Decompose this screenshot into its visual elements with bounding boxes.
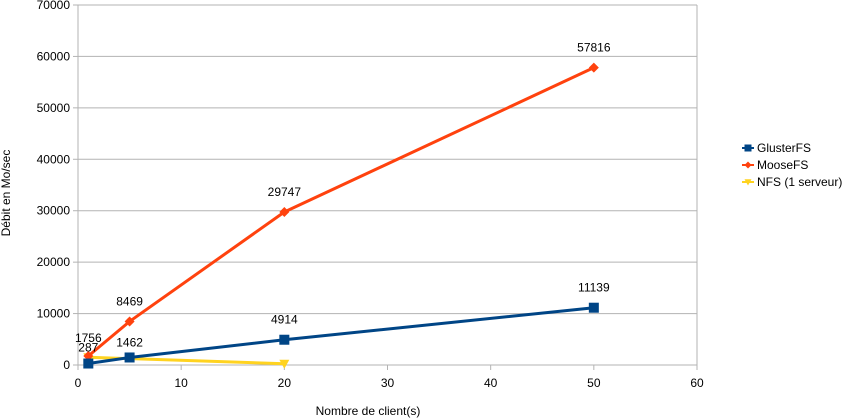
diamond-marker [124,316,135,327]
grid-lines [78,4,697,366]
series-line [87,66,595,358]
legend-item: NFS (1 serveur) [742,175,842,189]
data-labels: 287 1462 4914 11139 1756 8469 29747 57816 [75,41,611,355]
data-label: 8469 [116,294,143,308]
data-label: 29747 [268,185,302,199]
y-tick-label: 50000 [37,101,71,115]
legend: GlusterFS MooseFS NFS (1 serveur) [742,141,842,189]
y-tick-label: 10000 [37,307,71,321]
data-label: 287 [78,341,98,355]
x-tick-labels: 0 10 20 30 40 50 60 [75,376,704,390]
y-tick-label: 0 [63,358,70,372]
x-tick-label: 30 [381,376,395,390]
series-line [88,306,594,366]
x-tick-label: 10 [174,376,188,390]
series-glusterfs [83,302,599,369]
square-marker [124,352,135,363]
x-tick-label: 40 [484,376,498,390]
data-label: 4914 [271,313,298,327]
x-axis-title: Nombre de client(s) [316,404,421,418]
legend-label: NFS (1 serveur) [757,175,842,189]
diamond-marker [588,62,599,73]
axes [73,4,698,370]
square-marker [744,144,752,152]
y-tick-label: 20000 [37,255,71,269]
triangle-marker [279,359,290,369]
x-tick-label: 20 [278,376,292,390]
legend-item: GlusterFS [742,141,811,155]
y-tick-label: 30000 [37,204,71,218]
y-tick-label: 40000 [37,152,71,166]
square-marker [83,358,94,369]
x-tick-label: 50 [587,376,601,390]
y-tick-label: 60000 [37,49,71,63]
x-tick-label: 0 [75,376,82,390]
legend-label: GlusterFS [757,141,811,155]
data-label: 11139 [578,281,610,295]
series-group [83,62,599,369]
y-tick-labels: 0 10000 20000 30000 40000 50000 60000 70000 [37,0,71,372]
triangle-marker [744,179,752,186]
y-axis-title: Débit en Mo/sec [0,150,13,237]
legend-item: MooseFS [742,158,808,172]
legend-label: MooseFS [757,158,808,172]
diamond-marker [279,207,290,218]
data-label: 1756 [75,331,102,345]
diamond-marker [83,350,94,361]
x-tick-label: 60 [690,376,704,390]
y-tick-label: 70000 [37,0,71,12]
square-marker [588,302,599,313]
data-label: 1462 [116,335,143,349]
data-label: 57816 [577,41,611,55]
series-moosefs [83,62,599,361]
square-marker [279,334,290,345]
diamond-marker [744,161,752,169]
